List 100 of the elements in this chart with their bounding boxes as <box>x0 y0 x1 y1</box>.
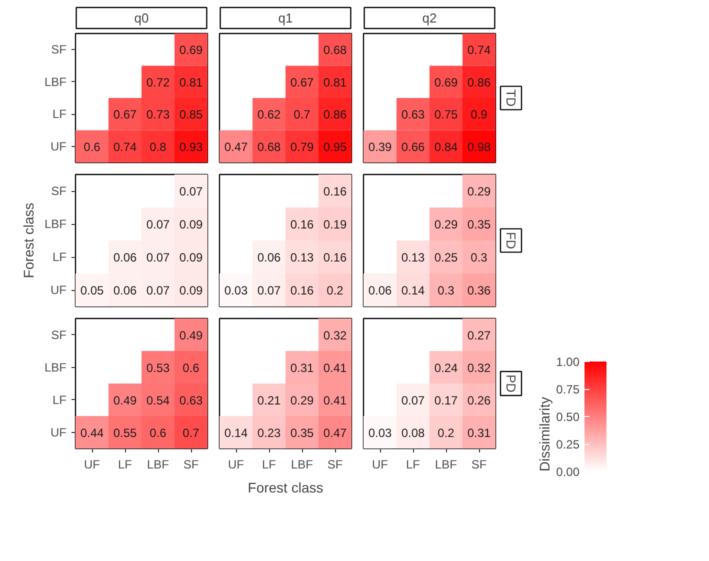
data-label: 0.2 <box>438 426 455 440</box>
data-label: 0.14 <box>224 426 248 440</box>
data-label: 0.09 <box>179 250 204 264</box>
data-label: 0.14 <box>401 284 426 298</box>
data-label: 0.74 <box>467 43 492 58</box>
x-tick-label: UF <box>372 458 388 472</box>
data-label: 0.55 <box>113 426 138 440</box>
data-label: 0.68 <box>323 43 348 58</box>
data-label: 0.69 <box>179 43 204 58</box>
data-label: 0.74 <box>113 140 138 154</box>
data-label: 0.62 <box>257 108 282 122</box>
data-label: 0.07 <box>401 393 426 408</box>
color-bar-label: 0.50 <box>556 410 580 424</box>
data-label: 0.44 <box>80 426 104 440</box>
data-label: 0.13 <box>290 250 314 264</box>
color-bar-label: 0.00 <box>556 465 580 479</box>
data-label: 0.16 <box>323 250 348 264</box>
x-axis-title: Forest class <box>248 480 324 496</box>
data-label: 0.29 <box>290 393 314 408</box>
x-tick-label: SF <box>327 458 343 472</box>
data-label: 0.86 <box>467 75 492 90</box>
text: FD <box>504 232 518 250</box>
data-label: 0.54 <box>146 393 170 408</box>
y-tick-label: LBF <box>44 217 67 231</box>
y-tick-label: LBF <box>44 360 67 374</box>
color-bar-title: Dissimilarity <box>536 396 552 472</box>
data-label: 0.95 <box>323 140 348 154</box>
data-label: 0.3 <box>470 250 488 264</box>
chart-title: q0 <box>134 10 149 26</box>
data-label: 0.7 <box>294 108 311 122</box>
data-label: 0.53 <box>146 360 170 375</box>
data-label: 0.49 <box>179 328 204 342</box>
data-label: 0.06 <box>113 284 138 298</box>
data-label: 0.47 <box>323 426 348 440</box>
data-label: 0.69 <box>434 75 458 90</box>
data-label: 0.07 <box>146 250 170 264</box>
data-label: 0.24 <box>434 360 458 375</box>
data-label: 0.07 <box>146 284 170 298</box>
data-label: 0.19 <box>323 218 348 232</box>
data-label: 0.35 <box>467 218 492 232</box>
data-label: 0.26 <box>467 393 492 408</box>
x-tick-label: LF <box>118 458 132 472</box>
data-label: 0.07 <box>257 284 282 298</box>
data-label: 0.39 <box>368 140 392 154</box>
data-label: 0.75 <box>434 108 458 122</box>
data-label: 0.73 <box>146 108 170 122</box>
data-label: 0.81 <box>179 75 204 90</box>
y-axis-title: Forest class <box>20 202 36 278</box>
data-label: 0.09 <box>179 284 204 298</box>
y-tick-label: UF <box>50 283 67 297</box>
data-label: 0.9 <box>470 108 488 122</box>
data-label: 0.16 <box>290 218 314 232</box>
y-tick-label: LF <box>52 250 67 264</box>
data-label: 0.31 <box>290 360 314 375</box>
data-label: 0.66 <box>401 140 426 154</box>
data-label: 0.36 <box>467 284 492 298</box>
data-label: 0.29 <box>434 218 458 232</box>
x-tick-label: SF <box>183 458 199 472</box>
x-tick-label: LBF <box>434 458 458 472</box>
data-label: 0.41 <box>323 360 348 375</box>
chart-title: q1 <box>278 10 293 26</box>
data-label: 0.6 <box>182 360 200 375</box>
data-label: 0.07 <box>146 218 170 232</box>
data-label: 0.05 <box>80 284 104 298</box>
data-label: 0.47 <box>224 140 248 154</box>
data-label: 0.63 <box>179 393 204 408</box>
data-label: 0.63 <box>401 108 426 122</box>
color-bar-label: 0.75 <box>556 382 580 396</box>
data-label: 0.32 <box>467 360 492 375</box>
data-label: 0.07 <box>179 184 204 198</box>
data-label: 0.67 <box>290 75 314 90</box>
data-label: 0.2 <box>326 284 344 298</box>
text: PD <box>504 374 518 393</box>
data-label: 0.32 <box>323 328 348 342</box>
data-label: 0.03 <box>368 426 392 440</box>
data-label: 0.93 <box>179 140 204 154</box>
y-tick-label: SF <box>51 184 67 198</box>
data-label: 0.23 <box>257 426 282 440</box>
x-tick-label: UF <box>228 458 244 472</box>
x-tick-label: LF <box>406 458 420 472</box>
data-label: 0.49 <box>113 393 138 408</box>
text: TD <box>504 89 518 107</box>
data-label: 0.08 <box>401 426 426 440</box>
data-label: 0.86 <box>323 108 348 122</box>
data-label: 0.79 <box>290 140 314 154</box>
y-tick-label: LF <box>52 107 67 122</box>
y-tick-label: UF <box>50 139 67 154</box>
data-label: 0.85 <box>179 108 204 122</box>
x-tick-label: LF <box>262 458 276 472</box>
data-label: 0.67 <box>113 108 138 122</box>
x-tick-label: LBF <box>290 458 314 472</box>
color-bar-label: 1.00 <box>556 355 580 369</box>
data-label: 0.27 <box>467 328 492 342</box>
y-tick-label: SF <box>51 42 67 57</box>
data-label: 0.13 <box>401 250 426 264</box>
chart-title: q2 <box>422 10 437 26</box>
data-label: 0.31 <box>467 426 492 440</box>
data-label: 0.17 <box>434 393 458 408</box>
data-label: 0.06 <box>368 284 392 298</box>
data-label: 0.6 <box>150 426 167 440</box>
